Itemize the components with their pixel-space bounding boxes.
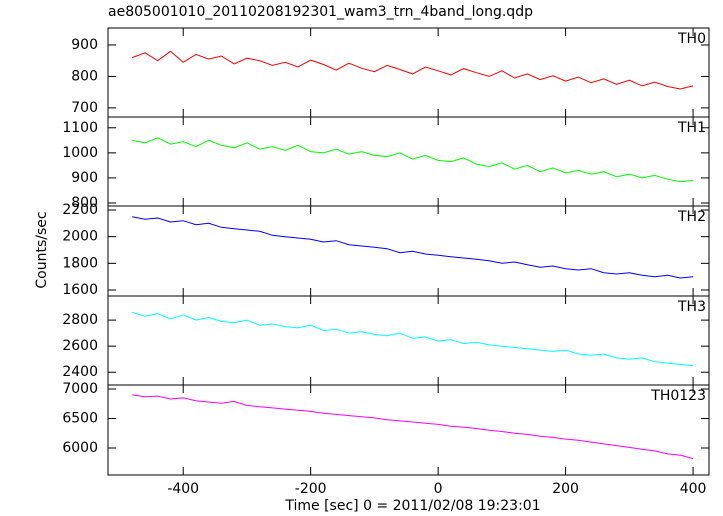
x-axis-title: Time [sec] 0 = 2011/02/08 19:23:01 [284,498,540,514]
light-curve [132,216,694,279]
chart-title: ae805001010_20110208192301_wam3_trn_4ban… [108,4,533,20]
panel-label: TH1 [677,120,706,136]
x-tick-label: 200 [552,481,579,497]
y-tick-label: 700 [71,100,98,116]
y-tick-label: 1600 [62,282,98,298]
x-tick-label: -200 [295,481,327,497]
y-tick-label: 900 [71,37,98,53]
y-tick-label: 800 [71,68,98,84]
y-tick-label: 1000 [62,145,98,161]
y-tick-label: 7000 [62,381,98,397]
y-tick-label: 2600 [62,338,98,354]
y-tick-label: 6500 [62,410,98,426]
x-tick-label: 400 [680,481,707,497]
y-tick-label: 800 [71,195,98,211]
panel-label: TH0123 [650,388,706,404]
light-curve [132,311,694,367]
y-tick-label: 900 [71,170,98,186]
y-tick-label: 1800 [62,255,98,271]
panel-frame [107,295,710,386]
light-curve [132,137,694,183]
panel-label: TH2 [677,209,706,225]
y-tick-label: 2800 [62,312,98,328]
y-tick-label: 2400 [62,364,98,380]
panel-label: TH0 [677,31,706,47]
panel-frame [107,205,710,297]
y-tick-label: 6000 [62,440,98,456]
y-axis-title: Counts/sec [34,211,50,288]
x-tick-label: 0 [434,481,443,497]
light-curve [132,394,694,460]
panel-frame [107,116,710,207]
y-tick-label: 1100 [62,120,98,136]
light-curve [132,50,694,90]
x-tick-label: -400 [167,481,199,497]
y-tick-label: 2000 [62,229,98,245]
panel-frame [107,384,710,476]
y-tick-label: 2200 [62,202,98,218]
panel-label: TH3 [677,299,706,315]
